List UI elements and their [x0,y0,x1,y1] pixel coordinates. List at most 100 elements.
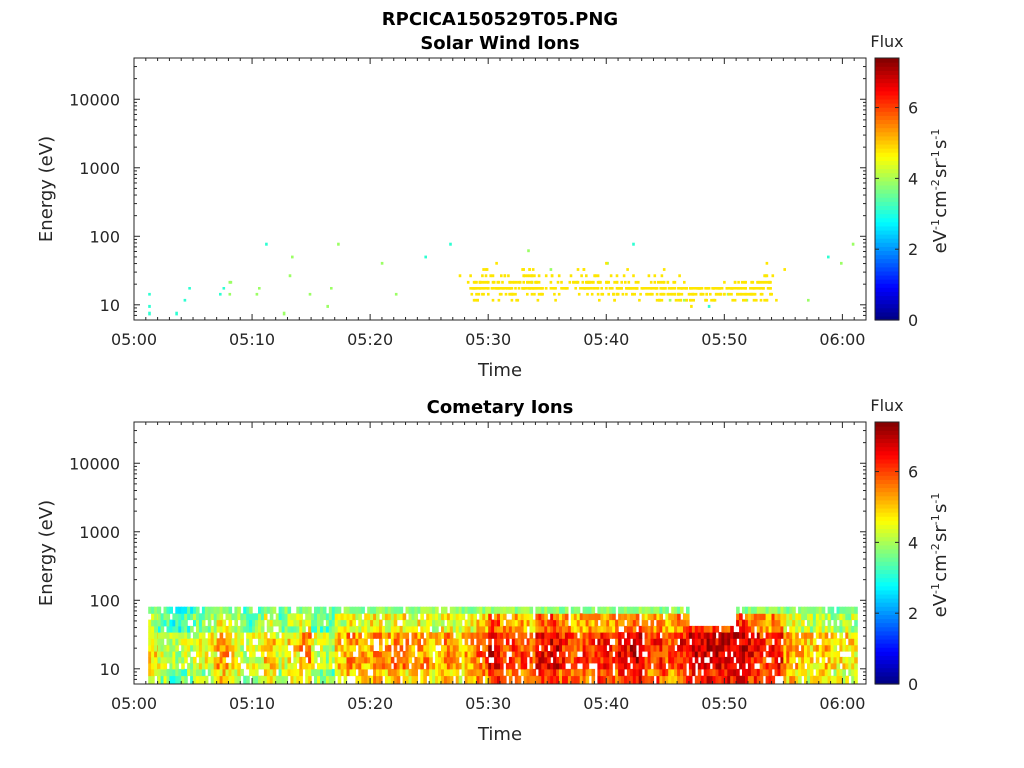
spectrogram-cell [455,651,460,658]
spectrogram-cell [662,606,666,614]
colorbar-frame [874,57,900,321]
spectrogram-cell [355,606,359,614]
spectrogram-cell [655,298,659,302]
y-tick-label: 1000 [79,523,120,542]
spectrogram-cell [343,644,348,652]
spectrogram-cell [815,644,820,652]
spectrogram-cell [278,638,283,646]
spectrogram-cell [534,280,537,284]
spectrogram-cell [727,656,731,664]
spectrogram-cell [842,606,846,614]
spectrogram-cell [756,638,761,646]
spectrogram-cell [474,287,477,290]
spectrogram-cell [260,662,265,670]
spectrogram-cell [792,613,796,621]
spectrogram-cell [376,625,380,633]
spectrogram-cell [367,662,371,670]
spectrogram-cell [789,632,793,639]
spectrogram-cell [166,606,171,614]
spectrogram-cell [683,675,687,685]
spectrogram-cell [613,280,616,284]
spectrogram-cell [452,651,457,658]
spectrogram-cell [334,606,339,614]
spectrogram-cell [249,656,253,664]
spectrogram-cell [396,651,401,658]
colorbar-tick-label: 6 [908,99,918,118]
spectrogram-cell [573,651,578,658]
colorbar-segment [875,201,899,206]
spectrogram-cell [783,619,787,627]
spectrogram-cell [620,280,623,284]
spectrogram-cell [275,638,280,646]
spectrogram-cell [576,644,581,652]
spectrogram-cell [576,619,581,627]
spectrogram-cell [449,656,454,664]
spectrogram-cell [361,606,365,614]
spectrogram-cell [269,638,274,646]
spectrogram-cell [715,668,720,677]
colorbar-segment [875,507,899,513]
spectrogram-cell [500,675,504,685]
spectrogram-cell [361,638,365,646]
spectrogram-cell [591,668,596,677]
spectrogram-cell [290,625,294,633]
spectrogram-cell [429,638,433,646]
spectrogram-cell [765,662,770,670]
spectrogram-cell [175,656,179,664]
spectrogram-cell [187,662,191,670]
spectrogram-cell [420,644,424,652]
spectrogram-cell [612,644,616,652]
spectrogram-cell [680,606,684,614]
spectrogram-cell [792,625,796,633]
spectrogram-cell [296,638,300,646]
spectrogram-cell [234,606,238,614]
spectrogram-cell [296,625,300,633]
spectrogram-cell [441,625,445,633]
spectrogram-cell [343,656,348,664]
spectrogram-cell [553,662,557,670]
spectrogram-cell [384,644,389,652]
spectrogram-cell [461,606,466,614]
spectrogram-cell [662,675,666,685]
spectrogram-cell [482,638,486,646]
spectrogram-cell [520,662,525,670]
spectrogram-cell [845,644,849,652]
spectrogram-cell [438,662,442,670]
spectrogram-cell [700,644,705,652]
spectrogram-cell [603,638,607,646]
spectrogram-cell [446,619,451,627]
spectrogram-cell [172,619,176,627]
colorbar-segment [875,573,899,579]
spectrogram-cell [266,656,271,664]
spectrogram-cell [612,675,616,685]
spectrogram-cell [522,274,525,278]
colorbar-segment [875,152,899,157]
colorbar-segment [875,164,899,170]
spectrogram-cell [650,606,655,614]
spectrogram-cell [839,625,843,633]
spectrogram-cell [408,656,413,664]
spectrogram-cell [452,668,457,677]
spectrogram-cell [243,625,247,633]
spectrogram-cell [756,625,761,633]
spectrogram-cell [148,644,152,652]
spectrogram-cell [346,644,351,652]
spectrogram-cell [644,625,649,633]
spectrogram-cell [588,606,593,614]
spectrogram-cell [452,656,457,664]
spectrogram-cell [269,625,274,633]
spectrogram-cell [798,638,802,646]
spectrogram-cell [482,651,486,658]
spectrogram-cell [547,656,551,664]
spectrogram-cell [734,287,738,290]
spectrogram-cell [540,287,543,290]
spectrogram-cell [231,644,235,652]
spectrogram-cell [792,644,796,652]
spectrogram-cell [426,656,430,664]
spectrogram-cell [851,632,855,639]
spectrogram-cell [665,656,669,664]
spectrogram-cell [632,632,637,639]
spectrogram-cell [284,668,289,677]
spectrogram-cell [225,606,230,614]
spectrogram-cell [792,632,796,639]
